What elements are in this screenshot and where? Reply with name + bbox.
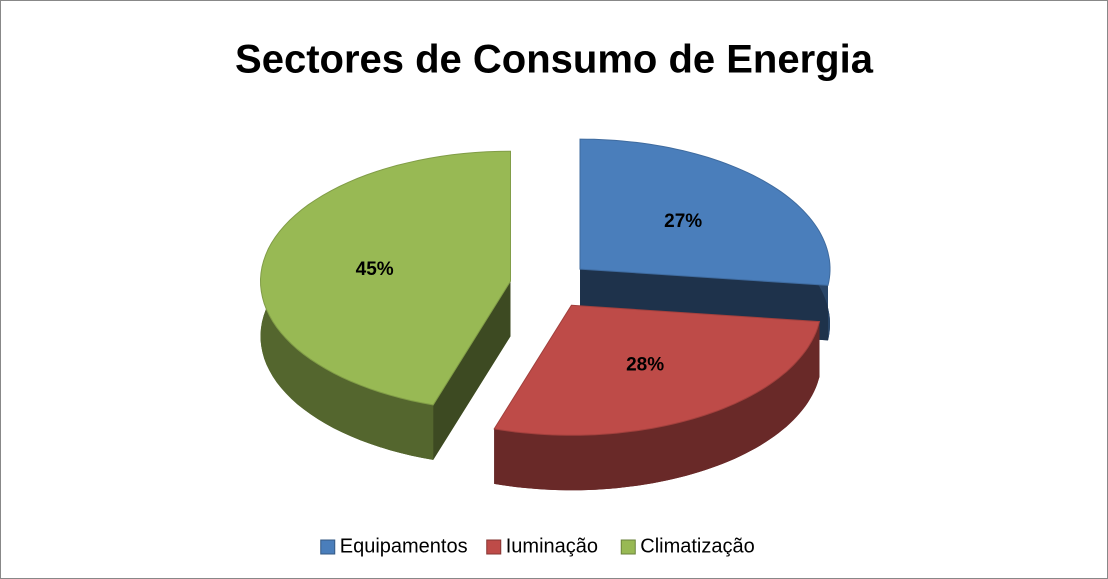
- legend-label: Climatização: [640, 535, 754, 557]
- data-label: 28%: [626, 355, 664, 376]
- data-label: 45%: [356, 259, 394, 280]
- slice: [493, 304, 821, 491]
- slice: [579, 138, 831, 286]
- slice: [579, 138, 831, 341]
- slice-wall: [433, 281, 511, 460]
- data-label: 27%: [664, 211, 702, 232]
- legend-swatch: [320, 539, 336, 555]
- legend-label: Equipamentos: [340, 535, 468, 557]
- legend-swatch: [620, 539, 636, 555]
- slice: [493, 304, 821, 436]
- slice-side: [494, 321, 820, 491]
- legend-swatch: [486, 539, 502, 555]
- slice: [259, 150, 511, 406]
- chart-title: Sectores de Consumo de Energia: [235, 38, 874, 82]
- slice: [259, 150, 511, 460]
- legend-label: Iuminação: [506, 535, 598, 557]
